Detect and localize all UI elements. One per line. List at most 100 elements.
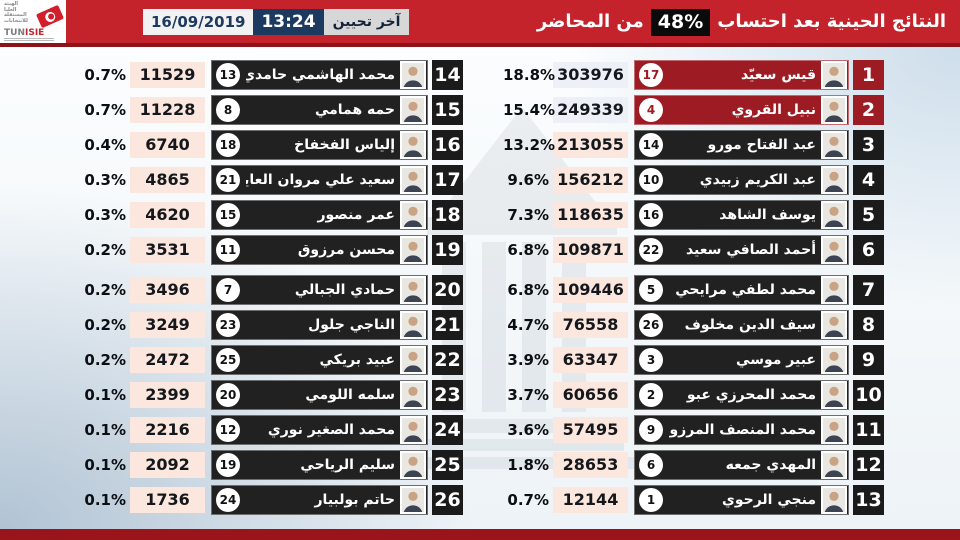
rank-badge: 9	[853, 345, 884, 375]
vote-percentage: 0.1%	[84, 421, 126, 439]
rank-badge: 6	[853, 235, 884, 265]
list-number-badge: 12	[216, 418, 240, 442]
candidate-name: عبد الفتاح مورو	[707, 137, 816, 153]
rank-badge: 7	[853, 275, 884, 305]
vote-count: 2092	[130, 452, 205, 478]
list-number-badge: 25	[216, 348, 240, 372]
candidate-name: محمد الصغير نوري	[267, 422, 395, 438]
candidate-bar: محمد لطفي مرايحي 5	[634, 275, 849, 305]
vote-percentage: 0.2%	[84, 316, 126, 334]
list-number-badge: 21	[216, 168, 240, 192]
rank-badge: 13	[853, 485, 884, 515]
result-row: 22 عبيد بريكي 25 2472 0.2%	[80, 345, 463, 375]
candidate-bar: محسن مرزوق 11	[211, 235, 428, 265]
list-number-badge: 17	[639, 63, 663, 87]
vote-count: 60656	[553, 382, 628, 408]
candidate-name: منجي الرحوي	[722, 492, 816, 508]
org-name-text: الهيئة العليا المستقلة للانتخابات	[4, 1, 38, 24]
vote-count: 2216	[130, 417, 205, 443]
brand-wordmark: TUNISIE	[4, 28, 44, 38]
rank-badge: 23	[432, 380, 463, 410]
candidate-name: نبيل القروي	[731, 102, 816, 118]
rank-badge: 22	[432, 345, 463, 375]
header-bar: النتائج الحينية بعد احتساب48%من المحاضر …	[0, 0, 960, 43]
vote-percentage: 0.1%	[84, 456, 126, 474]
vote-percentage: 3.7%	[507, 386, 549, 404]
header-bottom-edge	[0, 43, 960, 47]
candidate-photo	[821, 311, 847, 339]
vote-count: 109446	[553, 277, 628, 303]
vote-count: 303976	[553, 62, 628, 88]
vote-count: 2399	[130, 382, 205, 408]
candidate-photo	[400, 451, 426, 479]
vote-count: 109871	[553, 237, 628, 263]
list-number-badge: 26	[639, 313, 663, 337]
vote-count: 12144	[553, 487, 628, 513]
candidate-bar: حمه همامي 8	[211, 95, 428, 125]
candidate-name: عبيد بريكي	[319, 352, 395, 368]
candidate-name: محمد لطفي مرايحي	[675, 282, 816, 298]
candidate-bar: محمد الهاشمي حامدي 13	[211, 60, 428, 90]
candidate-name: سليم الرياحي	[300, 457, 395, 473]
list-number-badge: 5	[639, 278, 663, 302]
candidate-bar: عبد الكريم زبيدي 10	[634, 165, 849, 195]
list-number-badge: 3	[639, 348, 663, 372]
result-row: 25 سليم الرياحي 19 2092 0.1%	[80, 450, 463, 480]
candidate-bar: عمر منصور 15	[211, 200, 428, 230]
candidate-photo	[821, 276, 847, 304]
result-row: 3 عبد الفتاح مورو 14 213055 13.2%	[503, 130, 884, 160]
brand-isie: ISIE	[24, 28, 45, 38]
vote-count: 3531	[130, 237, 205, 263]
vote-count: 4620	[130, 202, 205, 228]
candidate-photo	[821, 61, 847, 89]
rank-badge: 24	[432, 415, 463, 445]
vote-percentage: 6.8%	[507, 281, 549, 299]
result-row: 13 منجي الرحوي 1 12144 0.7%	[503, 485, 884, 515]
ranking-column-14-26: 14 محمد الهاشمي حامدي 13 11529 0.7% 15	[80, 60, 463, 520]
vote-count: 57495	[553, 417, 628, 443]
candidate-name: المهدي جمعه	[725, 457, 816, 473]
vote-percentage: 7.3%	[507, 206, 549, 224]
candidate-photo	[821, 486, 847, 514]
candidate-photo	[400, 61, 426, 89]
last-update-widget: 16/09/2019 13:24 آخر تحيين	[143, 9, 410, 35]
list-number-badge: 19	[216, 453, 240, 477]
vote-count: 213055	[553, 132, 628, 158]
result-row: 21 الناجي جلول 23 3249 0.2%	[80, 310, 463, 340]
candidate-bar: حمادي الجبالي 7	[211, 275, 428, 305]
list-number-badge: 16	[639, 203, 663, 227]
list-number-badge: 11	[216, 238, 240, 262]
candidate-name: عبد الكريم زبيدي	[699, 172, 816, 188]
rank-badge: 2	[853, 95, 884, 125]
vote-percentage: 4.7%	[507, 316, 549, 334]
vote-percentage: 0.2%	[84, 351, 126, 369]
vote-count: 249339	[553, 97, 628, 123]
vote-percentage: 0.1%	[84, 491, 126, 509]
result-row: 16 إلياس الفخفاخ 18 6740 0.4%	[80, 130, 463, 160]
candidate-photo	[821, 346, 847, 374]
vote-percentage: 0.1%	[84, 386, 126, 404]
candidate-name: سيف الدين مخلوف	[684, 317, 816, 333]
candidate-photo	[821, 131, 847, 159]
result-row: 9 عبير موسي 3 63347 3.9%	[503, 345, 884, 375]
rank-badge: 3	[853, 130, 884, 160]
candidate-name: حمه همامي	[314, 102, 395, 118]
candidate-name: عبير موسي	[736, 352, 816, 368]
candidate-name: يوسف الشاهد	[719, 207, 816, 223]
candidate-photo	[400, 486, 426, 514]
list-number-badge: 8	[216, 98, 240, 122]
candidate-name: حمادي الجبالي	[294, 282, 395, 298]
list-number-badge: 10	[639, 168, 663, 192]
candidate-bar: منجي الرحوي 1	[634, 485, 849, 515]
rank-badge: 11	[853, 415, 884, 445]
candidate-photo	[821, 416, 847, 444]
candidate-photo	[821, 201, 847, 229]
candidate-bar: نبيل القروي 4	[634, 95, 849, 125]
vote-percentage: 13.2%	[503, 136, 556, 154]
ranking-column-1-13: 1 قيس سعيّد 17 303976 18.8% 2	[503, 60, 884, 520]
candidate-photo	[821, 451, 847, 479]
rank-badge: 16	[432, 130, 463, 160]
candidate-photo	[400, 201, 426, 229]
result-row: 5 يوسف الشاهد 16 118635 7.3%	[503, 200, 884, 230]
